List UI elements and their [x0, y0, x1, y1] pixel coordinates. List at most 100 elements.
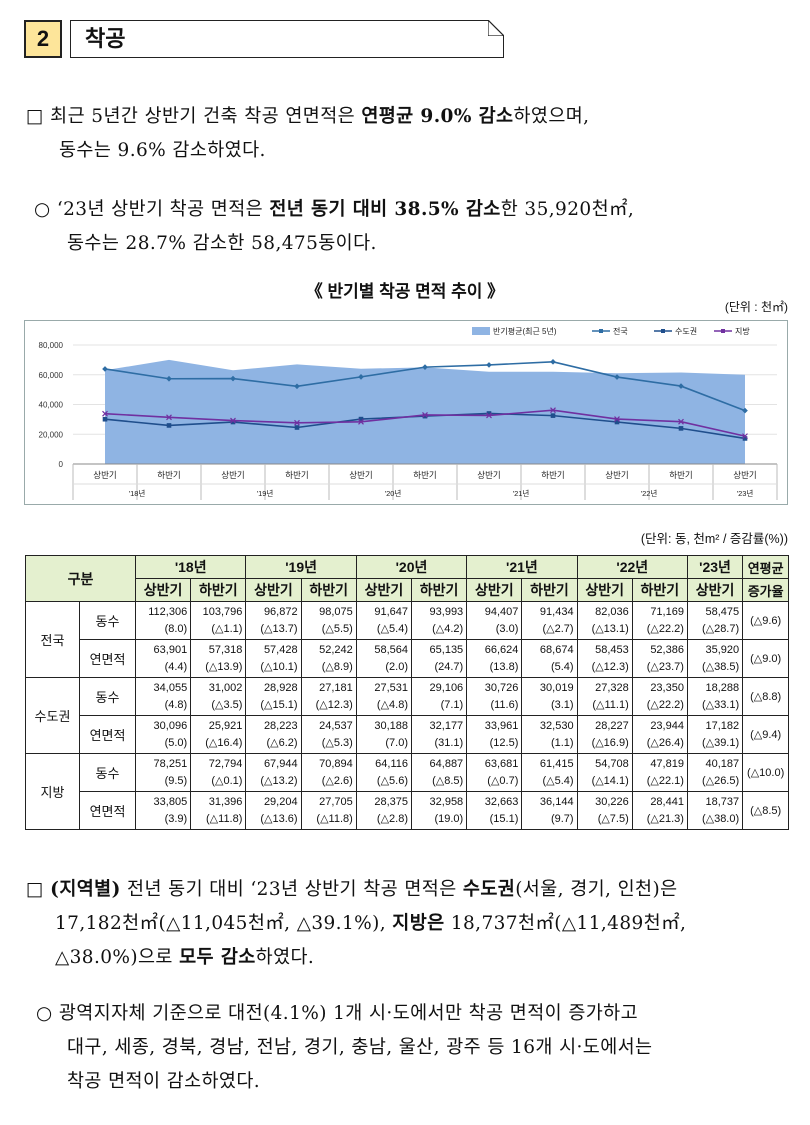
table-cell: 23,350 (△22.2) [631, 677, 688, 716]
half-header: 하반기 [521, 578, 578, 602]
x-tick-label: 상반기 [349, 470, 372, 480]
legend-marker [599, 329, 603, 333]
year-label: '23년 [737, 488, 754, 498]
table-cell: 30,726 (11.6) [466, 677, 523, 716]
cell-value: 28,928 [263, 681, 298, 694]
table-cell: 23,944 (△26.4) [631, 715, 688, 754]
cell-change: (15.1) [489, 812, 519, 825]
cell-value: 57,428 [263, 643, 298, 656]
cell-change: (31.1) [434, 736, 464, 749]
table-cell: 40,187 (△26.5) [686, 753, 744, 792]
cell-value: 103,796 [202, 605, 243, 618]
data-point [614, 374, 620, 380]
data-point [742, 436, 748, 441]
data-point [550, 359, 556, 365]
cell-change: (△22.1) [646, 774, 684, 787]
detail-paragraph: ○ ‘23년 상반기 착공 면적은 전년 동기 대비 38.5% 감소한 35,… [34, 193, 804, 261]
avg-change-cell: (△8.8) [742, 677, 790, 716]
cell-value: 58,475 [705, 605, 740, 618]
cell-value: 33,805 [153, 795, 188, 808]
cell-value: 28,227 [595, 719, 629, 732]
cell-value: 27,531 [374, 681, 408, 694]
half-header: 하반기 [190, 578, 247, 602]
table-cell: 94,407 (3.0) [466, 601, 523, 640]
table-cell: 57,318 (△13.9) [190, 639, 247, 678]
table-cell: 18,288 (△33.1) [686, 677, 744, 716]
page-fold-icon [488, 20, 504, 36]
table-cell: 27,705 (△11.8) [300, 791, 357, 830]
cell-change: (△8.9) [321, 660, 353, 673]
data-point [230, 375, 236, 382]
year-header: '23년 [686, 555, 744, 579]
table-cell: 63,681 (△0.7) [466, 753, 523, 792]
summary-paragraph: □ 최근 5년간 상반기 건축 착공 연면적은 연평균 9.0% 감소하였으며,… [26, 100, 796, 168]
province-line-3: 착공 면적이 감소하였다. [67, 1071, 261, 1092]
cell-change: (△1.1) [211, 622, 243, 635]
cell-value: 18,737 [705, 795, 740, 808]
data-point [230, 417, 236, 424]
cell-change: (△11.8) [316, 812, 353, 825]
cell-change: (△0.7) [487, 774, 519, 787]
half-header: 상반기 [466, 578, 523, 602]
table-cell: 63,901 (4.4) [135, 639, 192, 678]
cell-change: (△4.2) [432, 622, 464, 635]
detail-line-2: 동수는 28.7% 감소한 58,475동이다. [67, 233, 377, 254]
y-tick-label: 40,000 [39, 401, 64, 410]
data-point [550, 407, 556, 414]
table-cell: 33,961 (12.5) [466, 715, 523, 754]
cell-change: (△5.5) [321, 622, 353, 635]
half-header: 하반기 [410, 578, 468, 602]
year-label: '20년 [385, 488, 402, 498]
cell-change: (△5.3) [321, 736, 353, 749]
cell-change: (△6.2) [266, 736, 298, 749]
cell-change: (2.0) [385, 660, 408, 673]
table-cell: 29,106 (7.1) [410, 677, 468, 716]
cell-value: 28,223 [263, 719, 298, 732]
data-point [422, 412, 428, 418]
cell-change: (△28.7) [701, 622, 740, 635]
data-point [742, 407, 748, 414]
table-cell: 28,227 (△16.9) [576, 715, 633, 754]
table-cell: 82,036 (△13.1) [576, 601, 633, 640]
cell-change: (△13.6) [260, 812, 298, 825]
table-cell: 47,819 (△22.1) [631, 753, 688, 792]
province-line-1: ○ 광역지자체 기준으로 대전(4.1%) 1개 시·도에서만 착공 면적이 증… [36, 1003, 638, 1024]
half-header: 상반기 [135, 578, 192, 602]
cell-value: 93,993 [429, 605, 464, 618]
province-paragraph: ○ 광역지자체 기준으로 대전(4.1%) 1개 시·도에서만 착공 면적이 증… [36, 997, 806, 1099]
cell-value: 58,564 [374, 643, 408, 656]
table-cell: 91,647 (△5.4) [355, 601, 412, 640]
cell-value: 23,944 [650, 719, 684, 732]
cell-change: (△5.4) [542, 774, 574, 787]
table-cell: 27,328 (△11.1) [576, 677, 633, 716]
cell-change: (12.5) [489, 736, 519, 749]
cell-change: (4.8) [164, 698, 188, 711]
cell-change: (5.0) [164, 736, 188, 749]
table-row: 연면적 30,096 (5.0) 25,921 (△16.4) 28,223 (△6.2) 2… [26, 715, 790, 754]
cell-change: (9.7) [550, 812, 574, 825]
cell-change: (3.9) [164, 812, 188, 825]
cell-change: (△5.4) [376, 622, 408, 635]
table-cell: 52,386 (△23.7) [631, 639, 688, 678]
chart-frame: 0 20,000 40,000 60,000 80,000 상반기 하반기 상반기 하반기 상반기… [24, 320, 788, 505]
table-row: 연면적 63,901 (4.4) 57,318 (△13.9) 57,428 (△10.1)… [26, 639, 790, 678]
table-cell: 32,530 (1.1) [521, 715, 578, 754]
cell-change: (△3.5) [211, 698, 243, 711]
summary-line-1: □ 최근 5년간 상반기 건축 착공 연면적은 연평균 9.0% 감소하였으며, [26, 106, 590, 127]
data-point [678, 418, 684, 425]
regional-paragraph: □ (지역별) 전년 동기 대비 ‘23년 상반기 착공 면적은 수도권(서울,… [26, 873, 801, 975]
section-number: 2 [24, 20, 62, 58]
table-row: 전국 동수 112,306 (8.0) 103,796 (△1.1) 96,872 (△13.… [25, 601, 790, 678]
data-point [742, 433, 748, 440]
table-cell: 58,453 (△12.3) [576, 639, 633, 678]
data-point [294, 419, 300, 426]
data-point [102, 416, 108, 422]
table-cell: 70,894 (△2.6) [300, 753, 357, 792]
y-tick-label: 20,000 [39, 430, 64, 439]
cell-value: 63,681 [484, 757, 519, 770]
table-cell: 28,375 (△2.8) [355, 791, 412, 830]
table-cell: 32,663 (15.1) [466, 791, 523, 830]
cell-change: (△7.5) [597, 812, 629, 825]
regional-line-2: 17,182천㎡(△11,045천㎡, △39.1%), 지방은 18,737천… [55, 913, 687, 934]
table-cell: 29,204 (△13.6) [245, 791, 302, 830]
